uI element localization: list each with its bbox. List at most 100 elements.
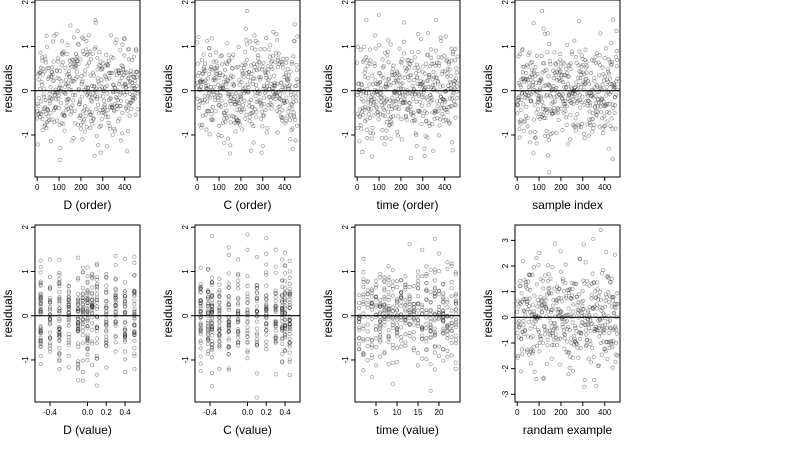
data-point <box>546 271 551 277</box>
data-point <box>257 74 262 80</box>
data-point <box>76 361 81 366</box>
data-point <box>199 57 205 63</box>
data-point <box>282 74 287 80</box>
data-point <box>377 71 382 76</box>
data-point <box>107 126 113 131</box>
data-point <box>399 278 404 283</box>
data-point <box>453 341 458 346</box>
data-point <box>445 110 450 115</box>
data-point <box>614 64 620 69</box>
data-point <box>415 363 421 368</box>
data-point <box>588 100 593 105</box>
y-tick-label: -3 <box>501 390 510 398</box>
data-point <box>436 353 442 358</box>
data-point <box>76 366 81 372</box>
data-point <box>587 312 592 318</box>
data-point <box>432 333 437 338</box>
y-tick-label: 2 <box>501 263 510 268</box>
data-point <box>38 329 43 334</box>
data-point <box>450 96 455 101</box>
data-point <box>598 304 603 310</box>
data-point <box>287 340 292 345</box>
data-point <box>236 335 241 340</box>
data-point <box>117 92 123 97</box>
data-point <box>209 326 214 331</box>
data-point <box>586 98 591 103</box>
data-point <box>604 340 609 345</box>
data-point <box>280 305 285 310</box>
data-point <box>95 55 100 61</box>
data-point <box>522 331 527 336</box>
data-point <box>244 37 249 43</box>
data-point <box>38 69 43 75</box>
data-point <box>606 146 611 151</box>
data-point <box>289 127 294 133</box>
data-point <box>210 89 216 94</box>
data-point <box>104 337 109 343</box>
data-point <box>224 82 229 87</box>
data-point <box>35 109 40 114</box>
data-point <box>90 273 95 278</box>
data-point <box>608 340 613 345</box>
data-point <box>231 96 236 101</box>
data-point <box>76 275 81 281</box>
data-point <box>287 318 292 323</box>
data-point <box>403 317 408 322</box>
data-point <box>614 28 619 34</box>
y-tick-label: 2 <box>341 0 350 4</box>
data-point <box>542 31 547 36</box>
data-point <box>281 98 287 103</box>
data-point <box>132 322 137 328</box>
data-point <box>104 289 109 295</box>
data-point <box>272 73 277 78</box>
data-point <box>561 314 566 319</box>
data-point <box>88 112 93 117</box>
x-tick-label: 300 <box>576 408 590 417</box>
data-point <box>113 302 118 307</box>
data-point <box>264 272 269 278</box>
data-point <box>199 77 204 82</box>
y-tick-label: 0 <box>21 313 30 318</box>
data-point <box>213 71 218 76</box>
data-point <box>217 282 222 287</box>
data-point <box>416 31 421 37</box>
data-point <box>383 50 388 55</box>
data-point <box>76 328 81 334</box>
data-point <box>361 368 366 373</box>
data-point <box>90 304 95 309</box>
data-point <box>283 70 288 75</box>
x-tick-label: 200 <box>554 183 568 192</box>
data-point <box>562 73 567 78</box>
data-point <box>236 295 241 300</box>
data-point <box>355 92 360 98</box>
data-point <box>394 325 400 330</box>
data-point <box>295 34 300 39</box>
data-point <box>90 303 95 308</box>
data-point <box>230 114 235 119</box>
data-point <box>365 322 370 327</box>
data-point <box>371 102 376 107</box>
data-point <box>371 131 376 136</box>
data-point <box>292 115 297 120</box>
data-point <box>445 297 450 302</box>
data-point <box>604 339 609 345</box>
data-point <box>451 91 456 96</box>
data-point <box>66 284 71 289</box>
data-point <box>198 327 203 333</box>
data-point <box>407 333 412 339</box>
data-point <box>82 108 87 113</box>
data-point <box>373 81 379 86</box>
data-point <box>134 48 139 53</box>
data-point <box>38 292 43 297</box>
data-point <box>116 81 122 87</box>
data-point <box>420 81 425 86</box>
data-point <box>282 311 288 316</box>
data-point <box>199 125 204 130</box>
data-point <box>85 295 90 300</box>
data-point <box>521 102 526 107</box>
data-point <box>403 309 408 314</box>
data-point <box>540 302 545 308</box>
data-point <box>377 91 383 96</box>
data-point <box>451 82 456 87</box>
data-point <box>556 67 561 72</box>
